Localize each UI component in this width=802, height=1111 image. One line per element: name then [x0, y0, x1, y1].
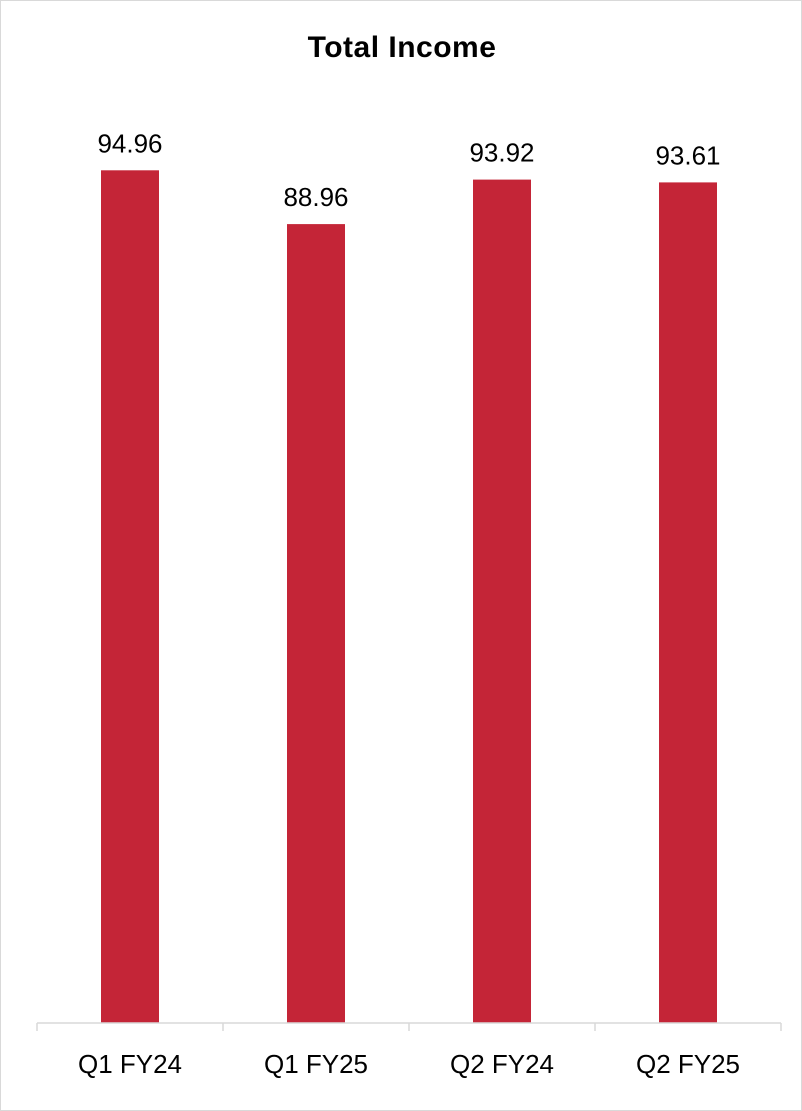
- bar: [659, 182, 717, 1023]
- data-label: 88.96: [283, 182, 348, 212]
- data-labels-layer: 94.96 88.96 93.92 93.61: [97, 128, 720, 212]
- x-tick-label: Q2 FY24: [450, 1049, 554, 1079]
- chart-title: Total Income: [307, 31, 497, 64]
- data-label: 93.61: [655, 140, 720, 170]
- data-label: 94.96: [97, 128, 162, 158]
- bar: [287, 224, 345, 1024]
- x-tick-label: Q1 FY24: [78, 1049, 182, 1079]
- bars-layer: [101, 170, 717, 1024]
- x-tick-label: Q1 FY25: [264, 1049, 368, 1079]
- x-axis: Q1 FY24 Q1 FY25 Q2 FY24 Q2 FY25: [36, 1022, 782, 1079]
- bar: [101, 170, 159, 1024]
- x-tick-label: Q2 FY25: [636, 1049, 740, 1079]
- bar: [473, 179, 531, 1024]
- data-label: 93.92: [469, 138, 534, 168]
